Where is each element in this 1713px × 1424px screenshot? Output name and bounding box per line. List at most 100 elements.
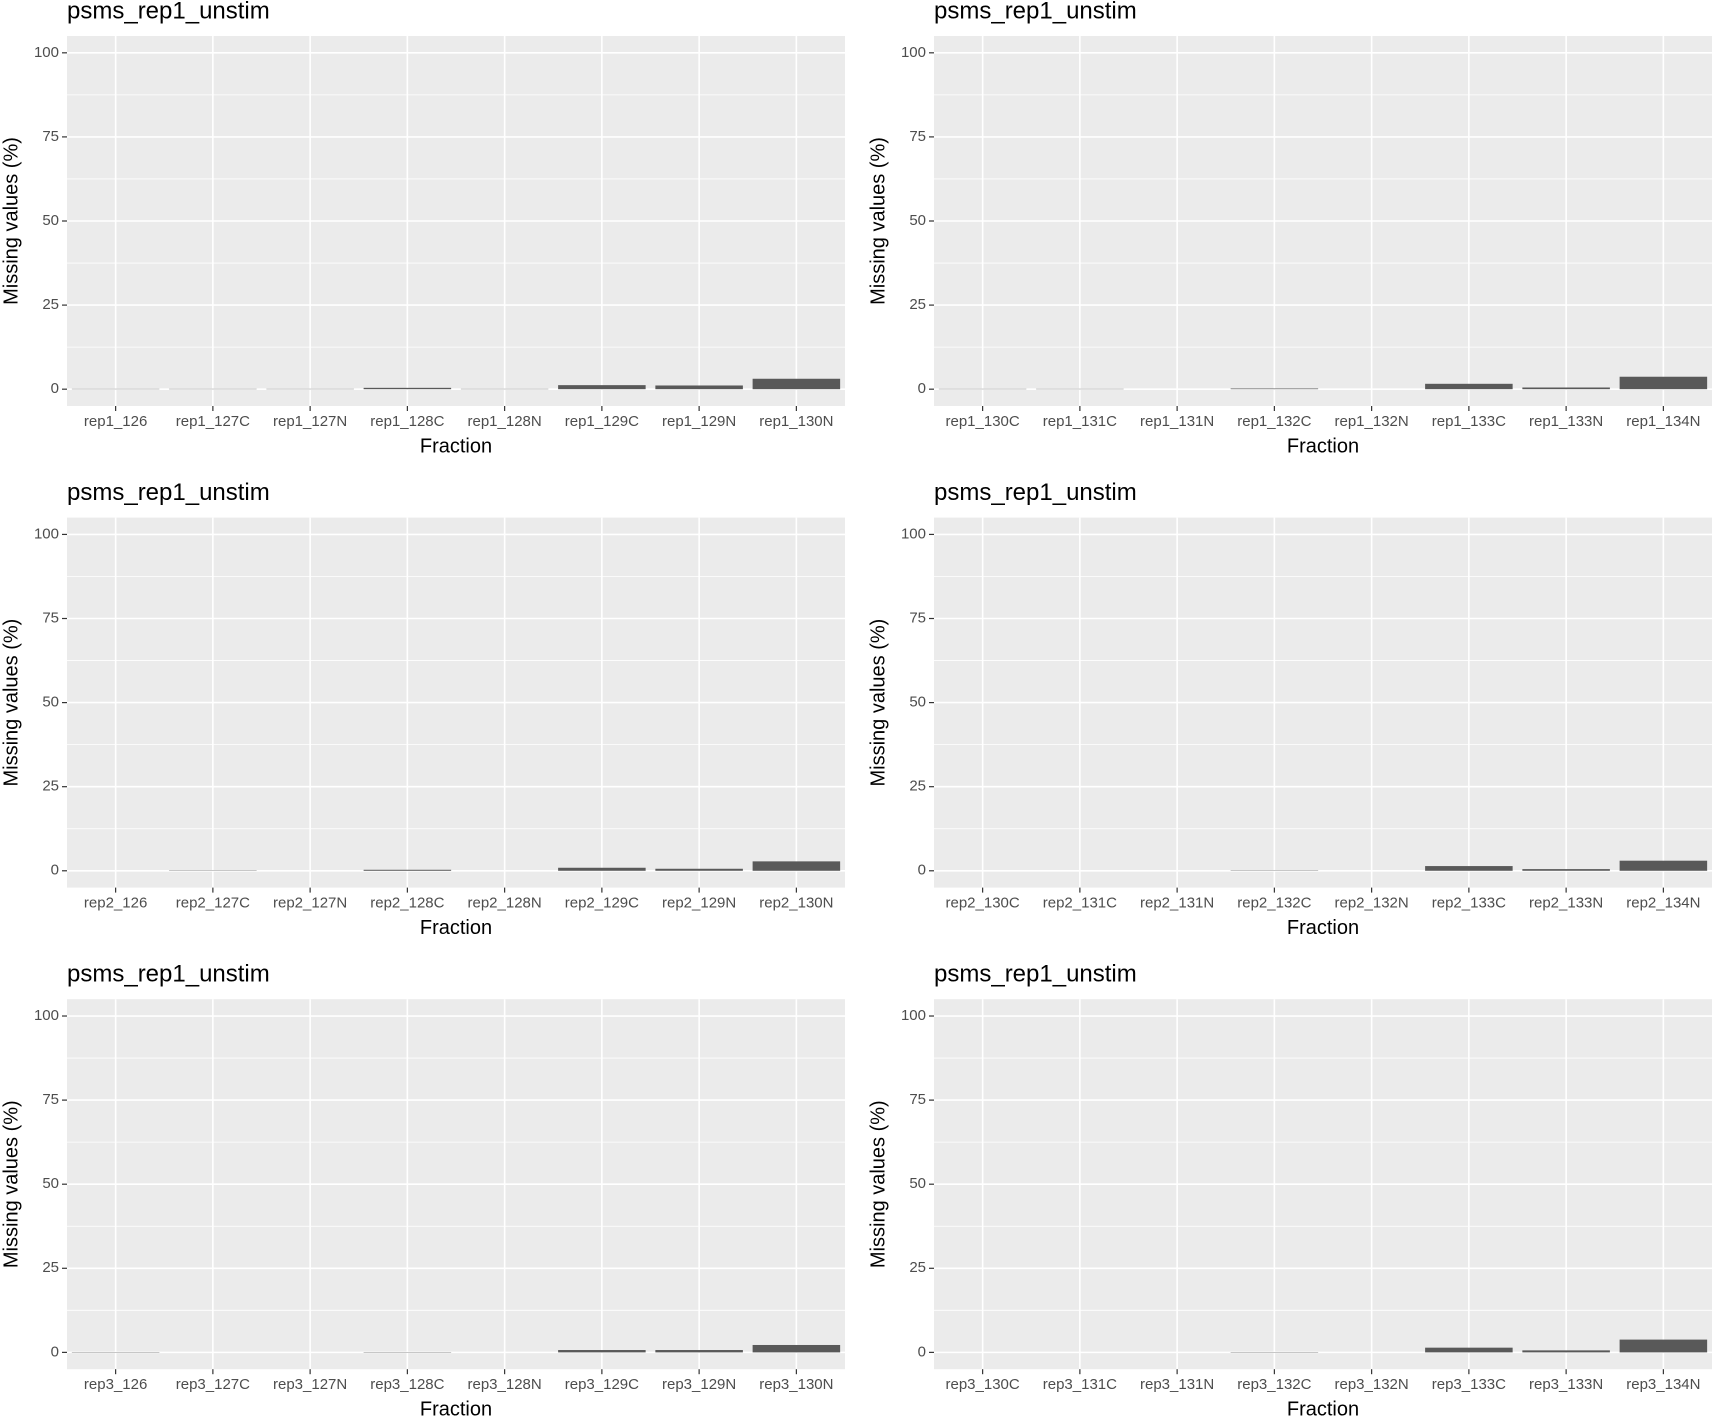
y-tick-label: 0	[51, 862, 59, 879]
y-axis-title: Missing values (%)	[0, 137, 22, 305]
x-tick-label: rep1_130N	[759, 413, 833, 430]
x-tick-label: rep1_128N	[468, 413, 542, 430]
y-tick-label: 25	[42, 296, 59, 313]
x-tick-label: rep3_129C	[565, 1376, 639, 1393]
y-axis-title: Missing values (%)	[867, 1100, 889, 1268]
x-tick-label: rep1_132C	[1237, 413, 1311, 430]
x-tick-label: rep1_126	[84, 413, 147, 430]
x-tick-label: rep3_128C	[370, 1376, 444, 1393]
x-tick-label: rep3_130C	[946, 1376, 1020, 1393]
y-tick-label: 50	[42, 212, 59, 229]
y-tick-label: 0	[918, 1343, 926, 1360]
y-tick-label: 50	[42, 1175, 59, 1192]
bar	[1522, 869, 1610, 871]
y-tick-label: 75	[909, 609, 926, 626]
x-axis-title: Fraction	[420, 435, 492, 457]
panel: psms_rep1_unstim Fraction Missing values (…	[867, 961, 1712, 1419]
bar	[364, 388, 452, 389]
x-tick-label: rep2_127C	[176, 895, 250, 912]
bar	[753, 861, 841, 870]
x-tick-label: rep3_127N	[273, 1376, 347, 1393]
y-tick-label: 25	[42, 778, 59, 795]
y-tick-label: 75	[909, 1091, 926, 1108]
x-tick-label: rep1_127N	[273, 413, 347, 430]
x-tick-label: rep3_131N	[1140, 1376, 1214, 1393]
x-tick-label: rep1_130C	[946, 413, 1020, 430]
bar	[753, 1345, 841, 1352]
chart-title: psms_rep1_unstim	[67, 0, 270, 24]
y-tick-label: 100	[901, 44, 926, 61]
x-axis-title: Fraction	[1287, 1398, 1359, 1419]
x-tick-label: rep2_131C	[1043, 895, 1117, 912]
y-tick-label: 50	[909, 1175, 926, 1192]
x-tick-label: rep3_133C	[1432, 1376, 1506, 1393]
y-tick-label: 50	[42, 694, 59, 711]
bar	[1425, 1348, 1513, 1353]
y-axis-title: Missing values (%)	[867, 619, 889, 787]
y-tick-label: 100	[901, 1007, 926, 1024]
x-tick-label: rep3_131C	[1043, 1376, 1117, 1393]
panel: psms_rep1_unstim Fraction Missing values (…	[867, 479, 1712, 939]
y-tick-label: 50	[909, 212, 926, 229]
x-axis-title: Fraction	[420, 1398, 492, 1419]
chart-title: psms_rep1_unstim	[934, 479, 1137, 506]
x-tick-label: rep1_128C	[370, 413, 444, 430]
x-tick-label: rep2_132N	[1335, 895, 1409, 912]
y-tick-label: 25	[909, 778, 926, 795]
x-tick-label: rep2_128N	[468, 895, 542, 912]
x-tick-label: rep3_130N	[759, 1376, 833, 1393]
bar	[1522, 1350, 1610, 1352]
x-tick-label: rep3_129N	[662, 1376, 736, 1393]
x-tick-label: rep3_128N	[468, 1376, 542, 1393]
bar	[364, 870, 452, 871]
y-tick-label: 75	[42, 1091, 59, 1108]
bar	[1620, 1340, 1708, 1353]
chart-title: psms_rep1_unstim	[934, 0, 1137, 24]
y-tick-label: 100	[34, 44, 59, 61]
x-tick-label: rep3_132N	[1335, 1376, 1409, 1393]
y-tick-label: 75	[42, 128, 59, 145]
bar	[753, 379, 841, 389]
x-tick-label: rep1_132N	[1335, 413, 1409, 430]
x-tick-label: rep2_130C	[946, 895, 1020, 912]
panel: psms_rep1_unstim Fraction Missing values (…	[0, 0, 845, 457]
bar	[655, 1350, 743, 1352]
bar	[558, 385, 646, 389]
x-tick-label: rep1_127C	[176, 413, 250, 430]
y-tick-label: 75	[909, 128, 926, 145]
bar	[1620, 861, 1708, 871]
x-tick-label: rep2_132C	[1237, 895, 1311, 912]
x-tick-label: rep2_133N	[1529, 895, 1603, 912]
bar	[655, 869, 743, 871]
y-tick-label: 75	[42, 609, 59, 626]
y-tick-label: 0	[918, 862, 926, 879]
x-tick-label: rep1_129N	[662, 413, 736, 430]
bar	[1522, 388, 1610, 390]
x-tick-label: rep2_133C	[1432, 895, 1506, 912]
x-axis-title: Fraction	[1287, 917, 1359, 939]
bar	[655, 385, 743, 389]
x-tick-label: rep2_129C	[565, 895, 639, 912]
y-tick-label: 100	[34, 525, 59, 542]
y-axis-title: Missing values (%)	[867, 137, 889, 305]
x-tick-label: rep1_131C	[1043, 413, 1117, 430]
bar	[1425, 866, 1513, 871]
x-axis-title: Fraction	[420, 917, 492, 939]
x-tick-label: rep3_126	[84, 1376, 147, 1393]
x-tick-label: rep1_134N	[1626, 413, 1700, 430]
chart-title: psms_rep1_unstim	[934, 961, 1137, 988]
x-tick-label: rep3_132C	[1237, 1376, 1311, 1393]
chart-title: psms_rep1_unstim	[67, 479, 270, 506]
y-tick-label: 100	[901, 525, 926, 542]
x-tick-label: rep1_131N	[1140, 413, 1214, 430]
x-tick-label: rep3_133N	[1529, 1376, 1603, 1393]
x-tick-label: rep2_129N	[662, 895, 736, 912]
x-tick-label: rep1_133C	[1432, 413, 1506, 430]
x-tick-label: rep2_131N	[1140, 895, 1214, 912]
chart-title: psms_rep1_unstim	[67, 961, 270, 988]
